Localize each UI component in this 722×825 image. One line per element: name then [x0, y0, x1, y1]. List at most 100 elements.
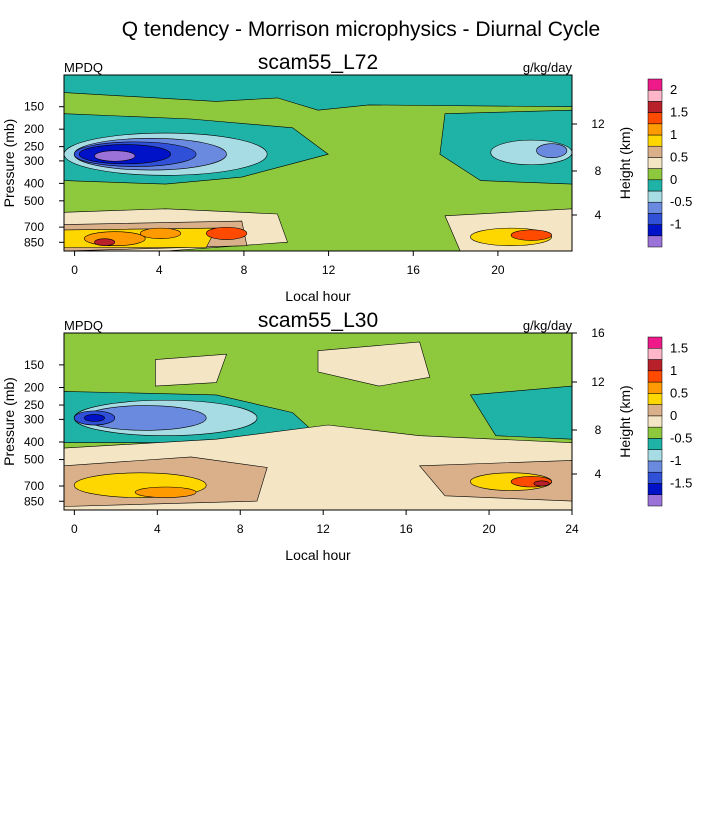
height-axis-label: Height (km) — [617, 127, 633, 199]
y-tick-label: 850 — [24, 494, 44, 508]
colorbar-swatch — [647, 483, 663, 495]
x-tick-label: 12 — [317, 522, 331, 536]
x-tick-label: 8 — [237, 522, 244, 536]
colorbar-swatch — [647, 201, 663, 214]
height-tick-label: 16 — [591, 326, 605, 340]
contour-region — [64, 75, 572, 111]
colorbar-label: 0 — [670, 408, 677, 423]
contour-region — [134, 486, 197, 498]
x-tick-label: 16 — [407, 263, 421, 277]
panel-title: scam55_L30 — [258, 309, 378, 332]
x-tick-label: 16 — [399, 522, 413, 536]
colorbar-swatch — [647, 370, 663, 383]
colorbar-label: -1 — [670, 217, 682, 232]
colorbar-swatch — [647, 471, 663, 484]
x-tick-label: 20 — [482, 522, 496, 536]
y-tick-label: 500 — [24, 194, 44, 208]
colorbar-swatch — [647, 494, 663, 507]
y-tick-label: 150 — [24, 358, 44, 372]
page-title: Q tendency - Morrison microphysics - Diu… — [122, 18, 600, 41]
height-tick-label: 12 — [591, 117, 605, 131]
colorbar-swatch — [647, 157, 663, 169]
contour-region — [536, 143, 568, 159]
contour-region — [84, 231, 146, 247]
contour-region — [84, 414, 105, 422]
colorbar-swatch — [647, 224, 663, 237]
y-tick-label: 300 — [24, 154, 44, 168]
colorbar-label: -0.5 — [670, 430, 692, 445]
colorbar-label: 1 — [670, 127, 677, 142]
y-tick-label: 400 — [24, 435, 44, 449]
x-tick-label: 24 — [565, 522, 579, 536]
y-tick-label: 200 — [24, 122, 44, 136]
variable-label: MPDQ — [64, 318, 103, 333]
x-tick-label: 4 — [156, 263, 163, 277]
y-tick-label: 400 — [24, 176, 44, 190]
colorbar-swatch — [647, 101, 663, 113]
contour-region — [317, 341, 431, 387]
height-tick-label: 4 — [595, 467, 602, 481]
colorbar-swatch — [647, 190, 663, 203]
y-axis-label: Pressure (mb) — [1, 377, 17, 466]
x-tick-label: 20 — [491, 263, 505, 277]
colorbar-swatch — [647, 449, 663, 462]
height-tick-label: 12 — [591, 375, 605, 389]
colorbar-swatch — [647, 78, 663, 91]
x-axis-label: Local hour — [285, 547, 351, 563]
colorbar-label: -1.5 — [670, 475, 692, 490]
colorbar-swatch — [647, 112, 663, 125]
plot-frame — [63, 332, 573, 511]
colorbar-label: 0 — [670, 172, 677, 187]
y-tick-label: 200 — [24, 380, 44, 394]
y-tick-label: 150 — [24, 100, 44, 114]
colorbar-swatch — [647, 145, 663, 158]
colorbar-swatch — [647, 426, 663, 439]
colorbar-label: -1 — [670, 453, 682, 468]
y-axis-label: Pressure (mb) — [1, 119, 17, 208]
colorbar-swatch — [647, 415, 663, 428]
y-tick-label: 850 — [24, 235, 44, 249]
colorbar-label: 0.5 — [670, 385, 688, 400]
colorbar-swatch — [647, 336, 663, 349]
contour-region — [533, 480, 550, 487]
colorbar-label: 1.5 — [670, 340, 688, 355]
contour-region — [469, 385, 572, 440]
variable-label: MPDQ — [64, 60, 103, 75]
colorbar-swatch — [647, 89, 663, 102]
colorbar-swatch — [647, 235, 663, 248]
colorbar-swatch — [647, 438, 663, 450]
y-tick-label: 250 — [24, 398, 44, 412]
colorbar-swatch — [647, 213, 663, 225]
colorbar-label: 1 — [670, 363, 677, 378]
y-tick-label: 700 — [24, 220, 44, 234]
colorbar-swatch — [647, 123, 663, 136]
y-tick-label: 700 — [24, 479, 44, 493]
colorbar: -1.5 -1 -0.5 0 0.5 1 1.5 — [647, 336, 692, 507]
colorbar-label: 2 — [670, 82, 677, 97]
colorbar-swatch — [647, 134, 663, 147]
colorbar-swatch — [647, 179, 663, 192]
x-tick-label: 12 — [322, 263, 336, 277]
y-tick-label: 500 — [24, 453, 44, 467]
x-axis-label: Local hour — [285, 288, 351, 304]
contour-field — [64, 75, 572, 251]
contour-region — [205, 226, 248, 240]
colorbar-swatch — [647, 168, 663, 181]
x-tick-label: 4 — [154, 522, 161, 536]
colorbar-swatch — [647, 359, 663, 372]
height-axis-label: Height (km) — [617, 385, 633, 457]
contour-region — [155, 353, 228, 387]
y-tick-label: 250 — [24, 140, 44, 154]
colorbar-label: 1.5 — [670, 105, 688, 120]
x-tick-label: 0 — [71, 522, 78, 536]
colorbar-swatch — [647, 460, 663, 473]
colorbar-swatch — [647, 381, 663, 394]
contour-region — [94, 238, 116, 247]
height-tick-label: 4 — [595, 208, 602, 222]
x-tick-label: 0 — [71, 263, 78, 277]
plot-frame — [63, 74, 573, 252]
height-tick-label: 8 — [595, 423, 602, 437]
chart-panel-2: scam55_L30 MPDQ g/kg/day 0 4 8 12 16 20 24 Local h… — [1, 309, 692, 563]
